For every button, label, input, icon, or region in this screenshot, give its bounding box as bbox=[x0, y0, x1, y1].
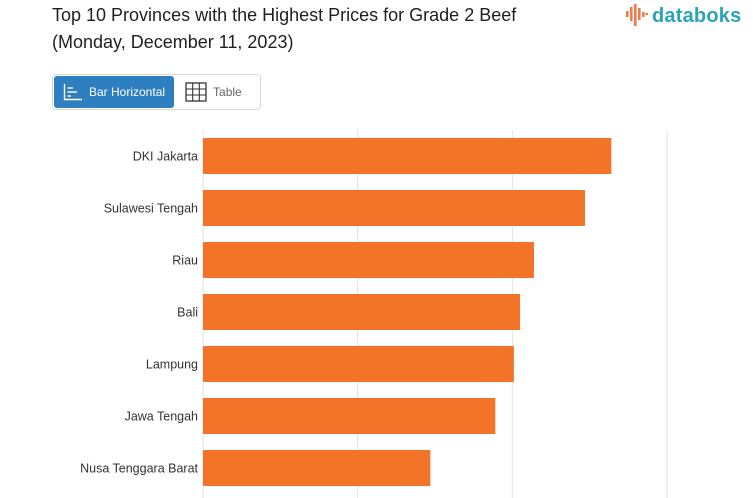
databoks-logo-icon bbox=[626, 4, 648, 26]
bar-jawa-tengah[interactable] bbox=[203, 398, 496, 434]
table-grid-icon bbox=[185, 82, 207, 102]
category-label: Lampung bbox=[146, 358, 198, 372]
bar-sulawesi-tengah[interactable] bbox=[203, 190, 586, 226]
category-label: Nusa Tenggara Barat bbox=[80, 462, 198, 476]
chart-title: Top 10 Provinces with the Highest Prices… bbox=[52, 2, 612, 56]
tab-table[interactable]: Table bbox=[175, 75, 252, 109]
view-tabs: Bar Horizontal Table bbox=[52, 74, 261, 110]
category-label: Bali bbox=[177, 306, 198, 320]
tab-bar-horizontal-label: Bar Horizontal bbox=[89, 85, 166, 99]
tab-table-label: Table bbox=[213, 85, 242, 99]
category-label: DKI Jakarta bbox=[133, 150, 198, 164]
bar-chart: DKI Jakarta Sulawesi Tengah Riau Bali Lampun… bbox=[80, 130, 668, 498]
category-label: Sulawesi Tengah bbox=[104, 202, 198, 216]
brand-logo[interactable]: databoks bbox=[626, 3, 741, 29]
bar-chart-icon bbox=[63, 84, 82, 101]
category-label: Jawa Tengah bbox=[125, 410, 198, 424]
title-line-1: Top 10 Provinces with the Highest Prices… bbox=[52, 5, 517, 25]
chart-category-labels: DKI Jakarta Sulawesi Tengah Riau Bali Lampun… bbox=[80, 150, 198, 476]
tab-bar-horizontal[interactable]: Bar Horizontal bbox=[54, 76, 175, 108]
bar-lampung[interactable] bbox=[203, 346, 514, 382]
category-label: Riau bbox=[172, 254, 198, 268]
brand-name: databoks bbox=[652, 4, 742, 27]
bar-riau[interactable] bbox=[203, 242, 534, 278]
bar-nusa-tenggara-barat[interactable] bbox=[203, 450, 431, 486]
bar-bali[interactable] bbox=[203, 294, 521, 330]
chart-bars bbox=[203, 138, 612, 486]
bar-dki-jakarta[interactable] bbox=[203, 138, 612, 174]
title-subtitle-date: (Monday, December 11, 2023) bbox=[52, 32, 294, 52]
